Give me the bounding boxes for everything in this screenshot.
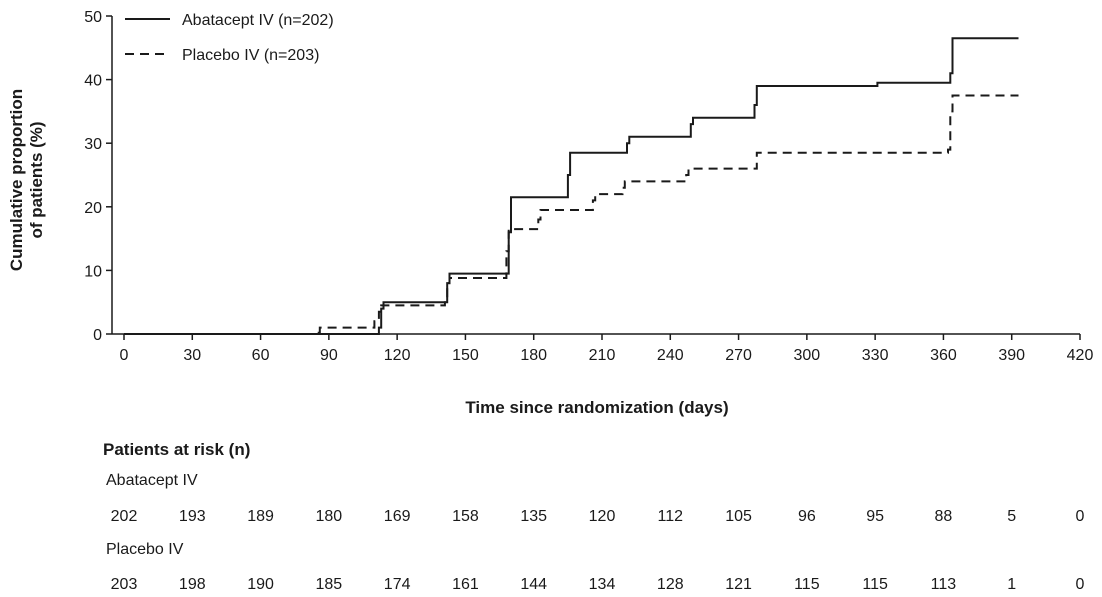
- risk-value: 105: [725, 508, 752, 525]
- x-tick-label: 180: [520, 347, 547, 364]
- legend: Abatacept IV (n=202) Placebo IV (n=203): [125, 12, 334, 64]
- y-ticks: 0 10 20 30 40 50: [84, 9, 112, 344]
- y-tick-label: 30: [84, 136, 102, 153]
- risk-value: 185: [315, 576, 343, 593]
- y-tick-label: 0: [93, 327, 102, 344]
- risk-value: 174: [383, 576, 411, 593]
- x-tick-label: 60: [252, 347, 270, 364]
- risk-value: 88: [934, 508, 953, 525]
- y-tick-label: 20: [84, 200, 102, 217]
- x-tick-label: 330: [862, 347, 889, 364]
- km-chart: Cumulative proportion of patients (%) 0 1…: [7, 9, 1094, 417]
- risk-value: 190: [247, 576, 274, 593]
- legend-label-placebo: Placebo IV (n=203): [182, 47, 319, 64]
- risk-value: 161: [452, 576, 479, 593]
- x-ticks: 0 30 60 90 120 150 180 210 240 270 300 330 360 390 420: [120, 334, 1094, 364]
- risk-value: 169: [383, 508, 411, 525]
- series-line-placebo: [124, 94, 1019, 335]
- x-tick-label: 120: [384, 347, 411, 364]
- risk-value: 198: [178, 576, 206, 593]
- y-tick-label: 50: [84, 9, 102, 26]
- risk-value: 1: [1007, 576, 1017, 593]
- x-tick-label: 360: [930, 347, 957, 364]
- risk-group-label-abatacept: Abatacept IV: [106, 472, 198, 489]
- x-tick-label: 30: [183, 347, 201, 364]
- y-tick-label: 40: [84, 73, 102, 90]
- risk-value: 5: [1007, 508, 1017, 525]
- risk-row-placebo: 203 198 190 185 174 161 144 134 128 121 115 115 113 1…: [0, 576, 1102, 596]
- risk-value: 115: [862, 576, 888, 593]
- x-tick-label: 210: [589, 347, 616, 364]
- risk-value: 115: [794, 576, 820, 593]
- x-tick-label: 270: [725, 347, 752, 364]
- risk-table-title: Patients at risk (n): [103, 440, 251, 459]
- risk-value: 96: [797, 508, 816, 525]
- series-line-abatacept: [124, 37, 1019, 335]
- risk-row-abatacept: 202 193 189 180 169 158 135 120 112 105 96 95 88 5 0: [0, 508, 1102, 528]
- risk-value: 193: [178, 508, 206, 525]
- risk-value: 189: [247, 508, 274, 525]
- x-tick-label: 240: [657, 347, 684, 364]
- risk-value: 120: [588, 508, 616, 525]
- risk-value: 0: [1075, 576, 1085, 593]
- y-axis-label-line-2: of patients (%): [27, 121, 46, 238]
- y-tick-label: 10: [84, 263, 102, 280]
- risk-value: 180: [315, 508, 343, 525]
- x-tick-label: 300: [794, 347, 821, 364]
- series-lines: [124, 37, 1019, 335]
- risk-value: 202: [110, 508, 138, 525]
- x-tick-label: 390: [998, 347, 1025, 364]
- risk-value: 112: [657, 508, 684, 525]
- risk-value: 158: [452, 508, 479, 525]
- x-tick-label: 0: [120, 347, 129, 364]
- risk-value: 95: [866, 508, 885, 525]
- y-axis-label-line-1: Cumulative proportion: [7, 89, 26, 271]
- risk-value: 134: [588, 576, 616, 593]
- risk-value: 128: [656, 576, 684, 593]
- x-tick-label: 90: [320, 347, 338, 364]
- x-axis-label: Time since randomization (days): [465, 398, 728, 417]
- risk-value: 144: [520, 576, 548, 593]
- x-tick-label: 420: [1067, 347, 1094, 364]
- risk-value: 135: [520, 508, 548, 525]
- risk-value: 203: [110, 576, 138, 593]
- legend-label-abatacept: Abatacept IV (n=202): [182, 12, 334, 29]
- x-tick-label: 150: [452, 347, 479, 364]
- risk-group-label-placebo: Placebo IV: [106, 541, 184, 558]
- risk-value: 113: [930, 576, 957, 593]
- risk-value: 121: [725, 576, 752, 593]
- risk-value: 0: [1075, 508, 1085, 525]
